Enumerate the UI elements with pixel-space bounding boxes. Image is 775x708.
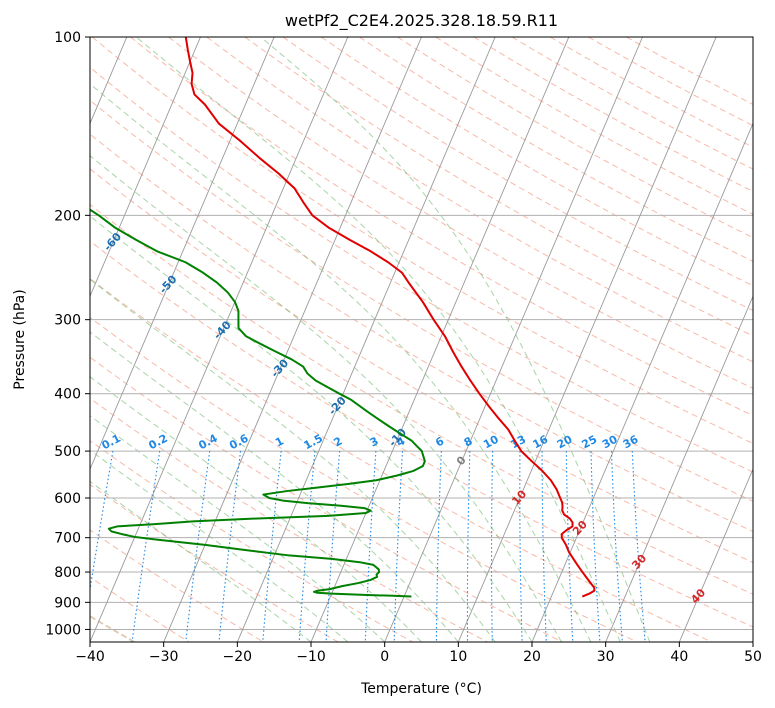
dry-adiabat (90, 278, 712, 642)
y-tick-label: 600 (54, 491, 81, 507)
dry-adiabat (90, 168, 753, 563)
x-tick-label: 10 (449, 649, 467, 665)
mixing-ratio-line (90, 451, 114, 594)
moist-adiabat (90, 278, 496, 642)
dry-adiabat (397, 37, 753, 239)
isotherm-gridline (90, 37, 275, 471)
dry-adiabat (90, 316, 638, 642)
plot-grid: 0.10.20.40.611.52346810131620253036-100-… (90, 37, 753, 642)
isotherm-gridline (384, 37, 643, 642)
dry-adiabat (90, 203, 753, 595)
y-tick-label: 700 (54, 531, 81, 547)
isotherm-gridline (678, 467, 753, 642)
y-tick-label: 100 (54, 30, 81, 46)
x-tick-label: 20 (523, 649, 541, 665)
dry-adiabat (90, 529, 264, 642)
dry-adiabat (282, 37, 753, 312)
mixing-ratio-line (131, 451, 161, 642)
y-axis-label: Pressure (hPa) (12, 289, 28, 389)
mixing-ratio-label: 30 (600, 433, 620, 452)
moist-adiabat (135, 37, 621, 642)
mixing-ratio-line (218, 451, 242, 642)
y-tick-label: 900 (54, 595, 81, 611)
y-tick-label: 300 (54, 313, 81, 329)
x-tick-label: −10 (296, 649, 326, 665)
x-tick-label: 0 (380, 649, 389, 665)
dry-adiabat (549, 37, 753, 148)
plot-axes: −40 −30 −20 −10 0 10 20 30 40 50 1000 900 800 700 600 5… (45, 30, 762, 665)
moist-adiabat (90, 215, 533, 642)
dewpoint-profile (90, 208, 426, 598)
x-tick-label: 50 (744, 649, 762, 665)
dry-adiabat (168, 37, 753, 389)
isotherm-gridline (236, 37, 496, 642)
isotherm-gridline (531, 122, 753, 642)
dry-adiabat (90, 240, 753, 628)
y-tick-label: 1000 (45, 622, 81, 638)
y-tick-label: 400 (54, 387, 81, 403)
chart-title: wetPf2_C2E4.2025.328.18.59.R11 (285, 11, 558, 31)
isotherm-gridline (310, 37, 570, 642)
plot-frame (89, 36, 754, 643)
isotherm-gridline (457, 37, 717, 642)
dry-adiabat (90, 66, 753, 473)
moist-adiabat (260, 37, 651, 642)
x-tick-label: −30 (149, 649, 179, 665)
x-tick-label: −20 (223, 649, 253, 665)
mixing-ratio-label: 25 (580, 433, 600, 452)
dry-adiabat (359, 37, 753, 262)
mixing-ratio-line (185, 451, 211, 642)
temperature-profile (184, 37, 596, 598)
y-tick-label: 500 (54, 444, 81, 460)
x-tick-label: 40 (670, 649, 688, 665)
plot-series (90, 37, 596, 598)
moist-adiabat (90, 155, 562, 642)
mixing-ratio-label: 20 (555, 433, 575, 452)
dry-adiabat (91, 37, 753, 445)
dry-adiabat (473, 37, 753, 193)
dry-adiabat (90, 440, 414, 642)
x-tick-label: 30 (597, 649, 615, 665)
mixing-ratio-label: 10 (481, 433, 501, 452)
x-tick-label: −40 (75, 649, 105, 665)
x-axis-label: Temperature (°C) (360, 681, 482, 697)
moist-adiabat (90, 376, 422, 642)
isotherm-gridline (605, 295, 753, 642)
isotherm-gridline (90, 37, 201, 298)
mixing-ratio-label: 16 (531, 433, 551, 452)
dry-adiabat (206, 37, 753, 363)
moist-adiabat (90, 449, 349, 642)
y-tick-label: 200 (54, 208, 81, 224)
dry-adiabat (90, 133, 753, 533)
y-tick-label: 800 (54, 565, 81, 581)
dry-adiabat (90, 397, 488, 642)
isotherm-gridline (163, 37, 422, 642)
isotherm-gridline (90, 37, 349, 642)
mixing-ratio-label: 36 (621, 433, 641, 452)
mixing-ratio-line (262, 451, 282, 642)
